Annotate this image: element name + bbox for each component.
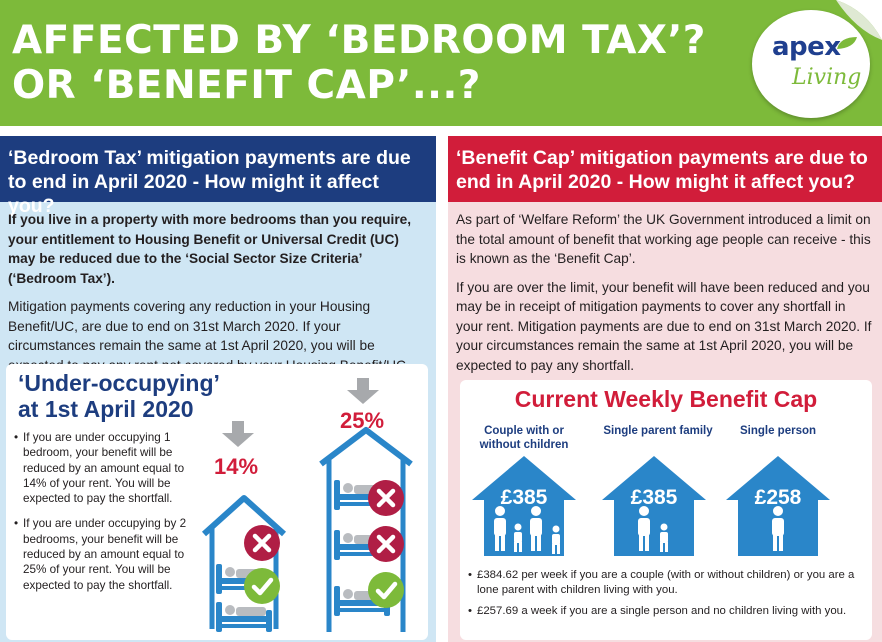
benefit-cap-heading: ‘Benefit Cap’ mitigation payments are du…	[448, 136, 882, 202]
logo-word-apex: apex	[772, 32, 841, 62]
bedroom-tax-heading: ‘Bedroom Tax’ mitigation payments are du…	[0, 136, 436, 217]
down-arrow-icon	[347, 378, 379, 404]
under-occupying-title-line-1: ‘Under-occupying’	[18, 370, 220, 396]
bullet-one-bedroom: If you are under occupying 1 bedroom, yo…	[14, 430, 204, 506]
under-occupying-bullets: If you are under occupying 1 bedroom, yo…	[14, 430, 204, 603]
page-title: AFFECTED BY ‘BEDROOM TAX’? OR ‘BENEFIT C…	[12, 18, 706, 108]
bed-icon	[216, 602, 272, 632]
bedroom-illustration	[201, 378, 413, 632]
page-curl-decoration	[836, 0, 882, 40]
note-couple-or-lone-parent: £384.62 per week if you are a couple (wi…	[468, 568, 868, 598]
logo-word-living: Living	[792, 65, 862, 90]
down-arrow-icon	[222, 421, 254, 447]
bullet-two-bedrooms: If you are under occupying by 2 bedrooms…	[14, 516, 204, 592]
cross-icon	[368, 480, 404, 516]
page-header: AFFECTED BY ‘BEDROOM TAX’? OR ‘BENEFIT C…	[0, 0, 882, 126]
tick-icon	[368, 572, 404, 608]
percent-25-label: 25%	[340, 408, 385, 433]
under-occupying-title: ‘Under-occupying’ at 1st April 2020	[18, 370, 220, 422]
cross-icon	[368, 526, 404, 562]
bedroom-tax-body: If you live in a property with more bedr…	[0, 202, 436, 395]
leaf-icon	[837, 37, 857, 49]
under-occupying-card: ‘Under-occupying’ at 1st April 2020 If y…	[6, 364, 428, 640]
title-line-1: AFFECTED BY ‘BEDROOM TAX’?	[12, 18, 706, 63]
title-line-2: OR ‘BENEFIT CAP’...?	[12, 63, 481, 108]
under-occupying-title-line-2: at 1st April 2020	[18, 396, 194, 422]
note-single-person: £257.69 a week if you are a single perso…	[468, 604, 868, 619]
column-label-single-parent: Single parent family	[603, 425, 713, 437]
benefit-cap-card: Current Weekly Benefit Cap Couple with o…	[460, 380, 872, 640]
benefit-cap-body: As part of ‘Welfare Reform’ the UK Gover…	[448, 202, 882, 375]
bedroom-tax-panel: ‘Bedroom Tax’ mitigation payments are du…	[0, 136, 436, 642]
bedroom-tax-intro: If you live in a property with more bedr…	[8, 212, 412, 286]
benefit-cap-paragraph: If you are over the limit, your benefit …	[456, 279, 872, 373]
benefit-cap-notes: £384.62 per week if you are a couple (wi…	[468, 568, 868, 625]
benefit-cap-houses	[472, 456, 830, 556]
cap-amount-single-parent: £385	[630, 486, 678, 509]
percent-14-label: 14%	[214, 454, 259, 479]
benefit-cap-intro: As part of ‘Welfare Reform’ the UK Gover…	[456, 212, 871, 266]
apex-living-logo: apex Living	[752, 10, 870, 118]
column-label-couple: Couple with or without children	[479, 425, 569, 451]
column-label-single-person: Single person	[739, 425, 817, 437]
tick-icon	[244, 568, 280, 604]
cap-amount-single-person: £258	[754, 486, 802, 509]
cap-amount-couple: £385	[500, 486, 548, 509]
cross-icon	[244, 525, 280, 561]
benefit-cap-title: Current Weekly Benefit Cap	[514, 386, 818, 412]
benefit-cap-panel: ‘Benefit Cap’ mitigation payments are du…	[448, 136, 882, 642]
